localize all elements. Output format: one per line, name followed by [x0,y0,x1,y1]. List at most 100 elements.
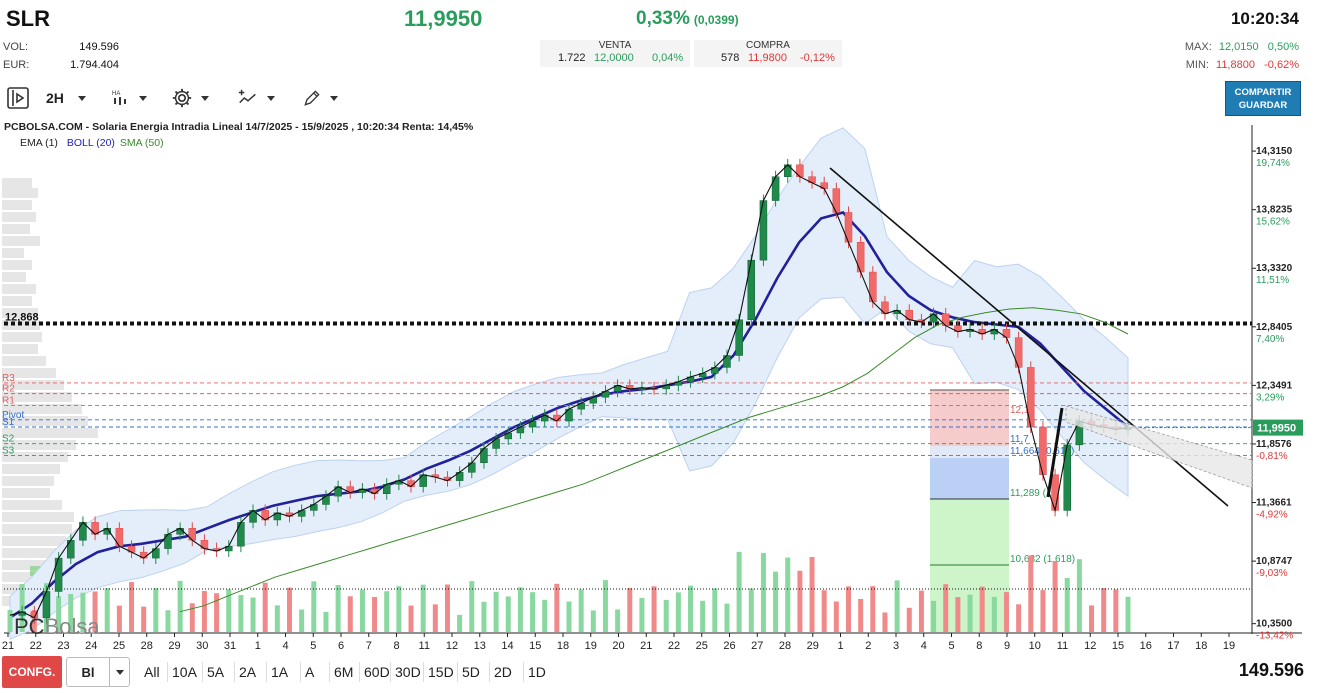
pivot-label-s1: S1 [2,417,15,428]
range-button-2d[interactable]: 2D [494,664,512,680]
volume-bar [931,600,937,632]
legend-sma[interactable]: SMA (50) [119,137,164,149]
price-chart[interactable]: 12,111,711,664 (0.618)11,289 (1)10,682 (… [0,118,1317,658]
volume-bar [469,581,475,632]
x-tick-label: 23 [57,640,69,652]
candle-body [759,200,768,261]
x-tick-label: 8 [976,640,982,652]
panel-play-icon [7,87,29,109]
volume-bar [1076,559,1082,632]
volume-bar [420,584,426,632]
x-tick-label: 1 [255,640,261,652]
volume-bar [858,598,864,632]
volume-bar [712,588,718,632]
legend-boll[interactable]: BOLL (20) [66,137,115,149]
volume-bar [104,588,110,632]
volume-bar [408,605,414,632]
volume-bar [287,587,292,632]
reference-level-label: 12,868 [5,312,39,324]
settings-dropdown[interactable] [171,84,209,112]
x-tick-label: 17 [1167,640,1179,652]
range-button-2a[interactable]: 2A [239,664,257,680]
play-panel-button[interactable] [6,84,30,112]
volume-bar [675,592,681,632]
volume-profile-bar [2,488,50,498]
volume-profile-bar [2,452,68,462]
volume-profile-bar [2,332,42,342]
drawing-tools-dropdown[interactable] [302,84,338,112]
range-separator [457,662,458,682]
candle-body [1063,444,1071,511]
range-separator [489,662,490,682]
range-button-1d[interactable]: 1D [528,664,546,680]
fib-label: 11,7 [1010,434,1029,445]
volume-profile-bar [2,344,38,354]
range-button-5a[interactable]: 5A [207,664,225,680]
range-button-30d[interactable]: 30D [395,664,421,680]
range-button-6m[interactable]: 6M [334,664,354,680]
trend-channel [1065,405,1253,489]
y-tick-pct: -4,92% [1256,510,1288,521]
chart-type-dropdown[interactable]: HA [111,84,147,112]
symbol-title: SLR [6,6,50,31]
bottom-bar: CONFG. Bl All 10A 5A 2A 1A A 6M 60D 30D 15D 5D 2D 1D… [0,656,1317,691]
x-tick-label: 5 [310,640,316,652]
config-button[interactable]: CONFG. [2,656,62,688]
chart-legend: EMA (1) BOLL (20) SMA (50) [20,137,170,149]
volume-bar [299,609,305,632]
interval-dropdown[interactable]: 2H [46,84,86,112]
range-separator [234,662,235,682]
y-tick-label: 12,3491 [1256,380,1293,391]
x-tick-label: 25 [113,640,125,652]
range-button-5d[interactable]: 5D [462,664,480,680]
chevron-down-icon [139,95,147,101]
y-tick-pct: 7,40% [1256,334,1284,345]
sell-label: VENTA [598,40,632,51]
share-save-button[interactable]: COMPARTIR GUARDAR [1225,81,1301,116]
volume-bar [153,588,159,632]
chart-title: PCBOLSA.COM - Solaria Energia Intradia L… [4,121,474,133]
volume-bar [262,582,268,632]
buy-book: COMPRA 578 11,9800 -0,12% [694,40,842,67]
range-button-all[interactable]: All [144,664,160,680]
y-tick-pct: -9,03% [1256,568,1288,579]
current-price-tag [1253,419,1303,436]
volume-profile-bar [2,356,46,366]
volume-bar [7,610,13,632]
x-tick-label: 1 [837,640,843,652]
indicators-dropdown[interactable] [237,84,275,112]
candle-body [735,319,743,356]
share-label: COMPARTIR [1234,86,1292,98]
range-button-60d[interactable]: 60D [364,664,390,680]
volume-bar [979,586,985,632]
range-separator [167,662,168,682]
volume-bar [214,593,220,632]
range-button-1a[interactable]: 1A [271,664,289,680]
range-separator [329,662,330,682]
pivot-label-s2: S2 [2,434,15,445]
style-select[interactable]: Bl [66,657,130,687]
pivot-label-pivot: Pivot [2,410,24,421]
volume-bar [894,580,900,632]
pivot-label-r1: R1 [2,396,15,407]
x-tick-label: 12 [446,640,458,652]
volume-profile-bar [2,260,32,270]
volume-profile-bar [2,500,62,510]
x-tick-label: 6 [338,640,344,652]
volume-bar [274,605,280,632]
x-tick-label: 29 [807,640,819,652]
x-tick-label: 13 [474,640,486,652]
gear-icon [172,88,192,108]
ema-line [9,164,1129,619]
volume-bar [1089,605,1095,632]
volume-bar [918,590,924,632]
range-button-10a[interactable]: 10A [172,664,197,680]
range-button-15d[interactable]: 15D [428,664,454,680]
x-tick-label: 20 [612,640,624,652]
fib-label: 10,682 (1.618) [1010,554,1075,565]
range-button-a[interactable]: A [305,664,315,680]
legend-ema[interactable]: EMA (1) [20,137,58,149]
x-tick-label: 3 [893,640,899,652]
range-separator [423,662,424,682]
volume-bar [250,597,256,632]
